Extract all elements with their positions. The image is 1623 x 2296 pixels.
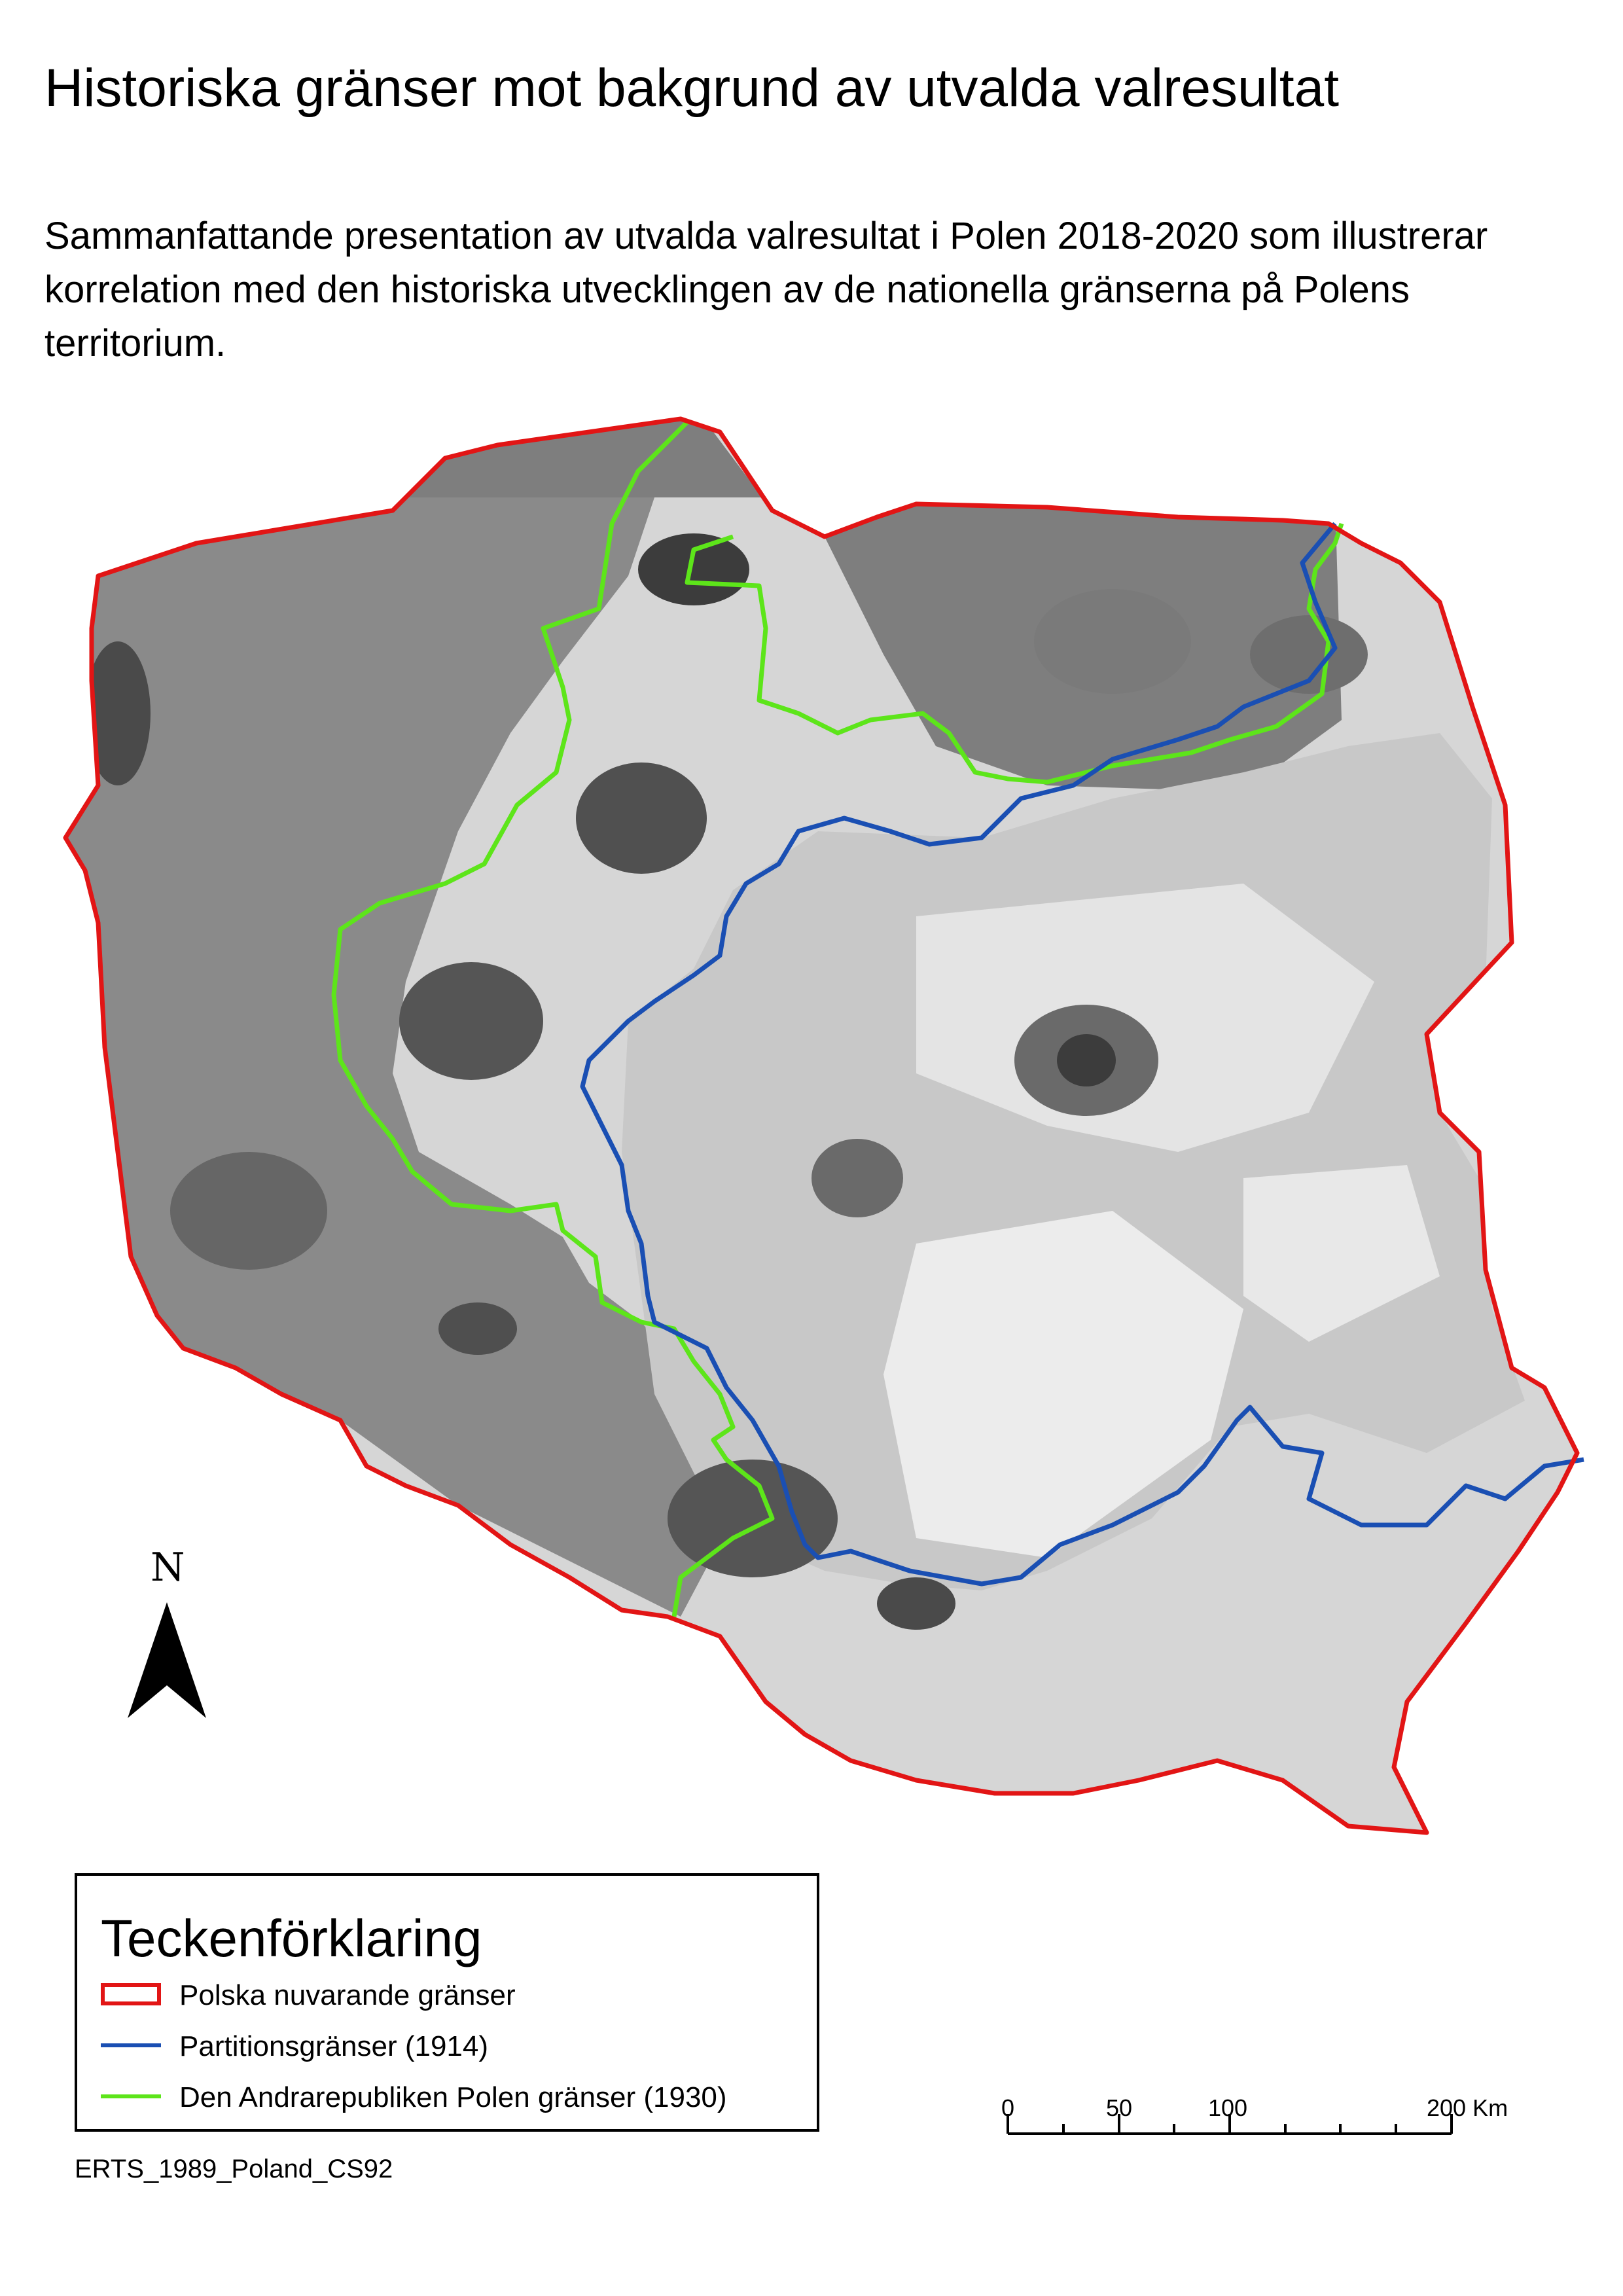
legend-swatch-box [101,1983,161,2005]
legend-item-partition-1914: Partitionsgränser (1914) [101,2025,808,2064]
partition-1914-border [580,522,1584,1587]
map-title: Historiska gränser mot bakgrund av utval… [45,58,1340,118]
legend: Teckenförklaring Polska nuvarande gränse… [75,1873,819,2132]
poland-current-border [63,416,1580,1835]
map-subtitle: Sammanfattande presentation av utvalda v… [45,215,1488,365]
second-republic-1930-border [331,420,775,1617]
legend-item-label: Den Andrarepubliken Polen gränser (1930) [179,2081,727,2113]
election-results-choropleth [65,419,1577,1833]
legend-swatch-line [101,2043,161,2047]
north-arrow-icon [128,1602,206,1718]
legend-item-label: Partitionsgränser (1914) [179,2030,489,2062]
scale-tick-0: 0 [1001,2094,1015,2121]
second-republic-1930-border-east [685,522,1344,785]
scale-tick-50: 50 [1106,2094,1133,2121]
legend-item-republic-1930: Den Andrarepubliken Polen gränser (1930) [101,2076,808,2115]
scale-bar [1007,2114,1453,2135]
legend-swatch-line [101,2094,161,2098]
north-arrow-letter: N [151,1545,185,1590]
legend-item-current-border: Polska nuvarande gränser [101,1974,808,2013]
scale-tick-100: 100 [1208,2094,1248,2121]
legend-title: Teckenförklaring [101,1909,482,1967]
scale-tick-200: 200 Km [1427,2094,1508,2121]
coordinate-reference-system: ERTS_1989_Poland_CS92 [75,2155,393,2183]
legend-item-label: Polska nuvarande gränser [179,1979,516,2011]
